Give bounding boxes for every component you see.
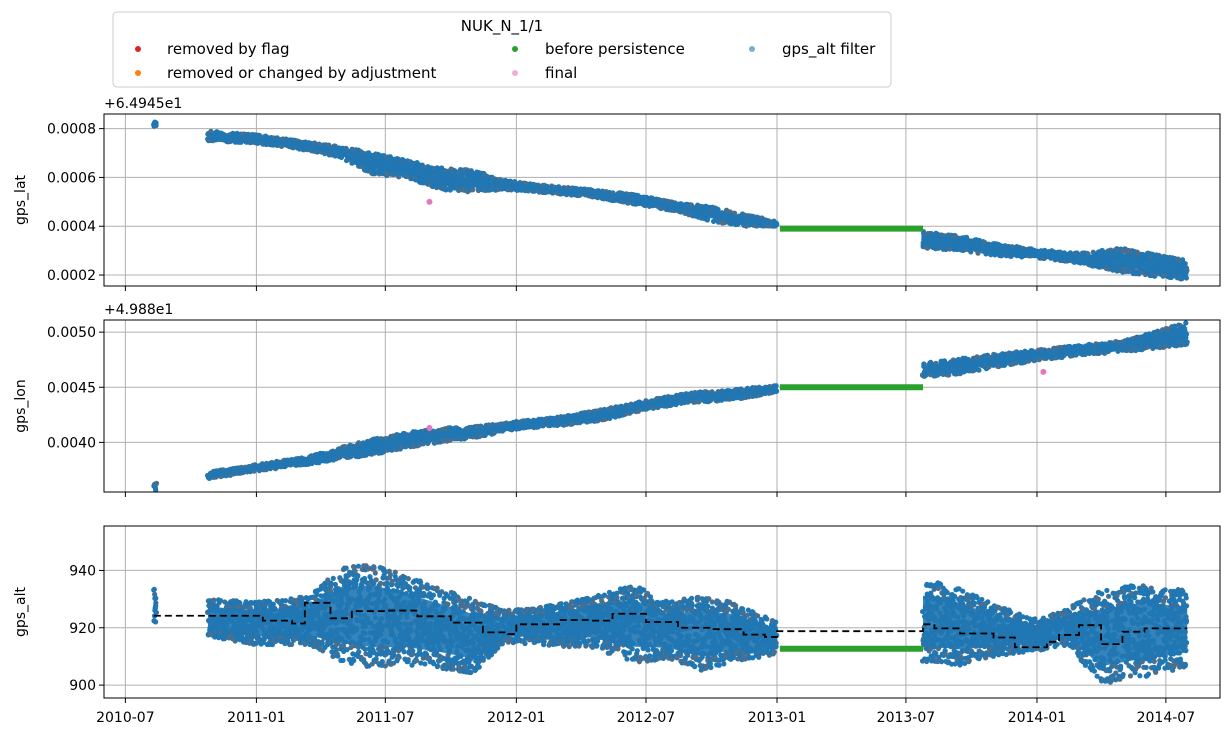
y-tick-label: 0.0002 bbox=[47, 268, 96, 284]
panel-gps-lat: 0.0002 0.0004 0.0006 0.0008 gps_lat +6.4945e1 bbox=[13, 96, 1221, 291]
data-point bbox=[975, 250, 981, 256]
data-cloud bbox=[153, 484, 157, 490]
data-point bbox=[208, 128, 214, 134]
y-tick-label: 0.0040 bbox=[47, 435, 96, 451]
y-tick-label: 0.0008 bbox=[47, 122, 96, 138]
data-point bbox=[1183, 275, 1190, 281]
y-tick-label: 0.0004 bbox=[47, 219, 96, 235]
y-tick-label: 0.0045 bbox=[47, 380, 96, 396]
plot-area bbox=[151, 320, 1190, 492]
final-point bbox=[426, 198, 433, 205]
data-cloud bbox=[923, 234, 1188, 276]
y-tick-label: 0.0006 bbox=[47, 170, 96, 186]
data-point bbox=[153, 480, 160, 486]
data-point bbox=[727, 209, 733, 215]
data-cloud bbox=[207, 133, 778, 226]
plot-area bbox=[151, 119, 1190, 282]
data-cloud bbox=[153, 122, 157, 126]
y-offset-text: +6.4945e1 bbox=[104, 96, 182, 112]
data-point bbox=[470, 187, 476, 193]
axes-frame bbox=[103, 113, 1221, 287]
y-tick-label: 0.0050 bbox=[47, 325, 96, 341]
y-axis-label: gps_lat bbox=[13, 174, 29, 225]
data-point bbox=[1180, 257, 1186, 263]
